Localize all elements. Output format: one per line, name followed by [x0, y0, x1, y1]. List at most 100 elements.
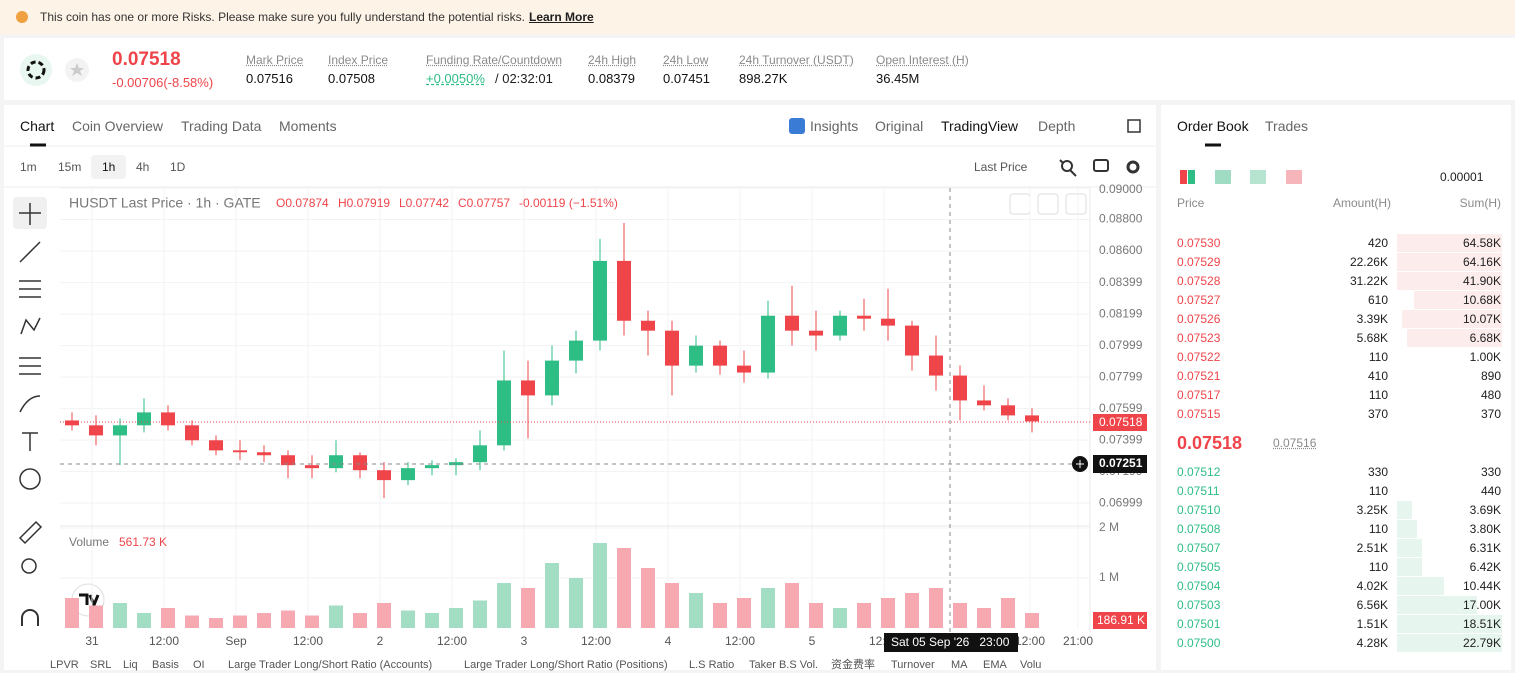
book-price: 0.07517	[1177, 387, 1220, 403]
y-tick-label: 0.07999	[1099, 338, 1143, 352]
indicator-tab[interactable]: Volu	[1020, 657, 1041, 673]
chart-tab[interactable]: Chart	[20, 118, 54, 134]
interval[interactable]: 15m	[58, 159, 81, 175]
indicator-tab[interactable]: Large Trader Long/Short Ratio (Accounts)	[228, 657, 432, 673]
depth-bar	[1397, 520, 1417, 538]
indicator-tab[interactable]: LPVR	[50, 657, 79, 673]
chart-button[interactable]	[1066, 194, 1086, 214]
camera-icon[interactable]	[1094, 160, 1108, 171]
last-price: 0.07518	[112, 52, 181, 68]
volume-bar	[1001, 598, 1015, 628]
book-amount: 110	[1369, 483, 1388, 499]
volume-bar	[977, 608, 991, 628]
chart-button[interactable]	[1038, 194, 1058, 214]
precision[interactable]: 0.00001	[1440, 169, 1483, 185]
book-view-icon[interactable]	[1188, 170, 1195, 184]
last-volume-label: 186.91 K	[1097, 613, 1145, 627]
emoji-tool[interactable]	[20, 469, 40, 489]
magnet-tool[interactable]	[22, 610, 38, 626]
candle-body	[761, 316, 775, 373]
pattern-tool[interactable]	[21, 318, 40, 334]
search-icon[interactable]	[1062, 161, 1072, 171]
book-view-icon[interactable]	[1286, 170, 1302, 184]
candle-body	[905, 326, 919, 356]
y-tick-label: 0.08399	[1099, 275, 1143, 289]
view-tab[interactable]: Original	[875, 118, 923, 134]
candle-body	[737, 366, 751, 373]
book-sum: 3.80K	[1470, 521, 1501, 537]
chart-tab[interactable]: Coin Overview	[72, 118, 163, 134]
chart-tab[interactable]: Trading Data	[181, 118, 261, 134]
insights-icon	[789, 118, 805, 134]
interval[interactable]: 1h	[102, 159, 115, 175]
ruler-tool[interactable]	[20, 522, 41, 543]
book-price: 0.07511	[1177, 483, 1220, 499]
candle-body	[65, 420, 79, 425]
candle-body	[689, 346, 703, 366]
candle-body	[833, 316, 847, 336]
indicator-tab[interactable]: MA	[951, 657, 968, 673]
projection-tool[interactable]	[19, 358, 41, 374]
book-price: 0.07503	[1177, 597, 1220, 613]
indicator-tab[interactable]: OI	[193, 657, 205, 673]
book-price: 0.07523	[1177, 330, 1220, 346]
price-type[interactable]: Last Price	[974, 159, 1027, 175]
settings-icon[interactable]	[1128, 162, 1138, 172]
indicator-tab[interactable]: SRL	[90, 657, 111, 673]
text-tool[interactable]	[22, 433, 38, 451]
book-price: 0.07526	[1177, 311, 1220, 327]
book-amount: 410	[1368, 368, 1388, 384]
volume-bar	[857, 603, 871, 628]
chart-tab[interactable]: Moments	[279, 118, 337, 134]
indicator-tab[interactable]: L.S Ratio	[689, 657, 734, 673]
interval[interactable]: 1D	[170, 159, 185, 175]
interval[interactable]: 4h	[136, 159, 149, 175]
indicator-tab[interactable]: Taker B.S Vol.	[749, 657, 818, 673]
zoom-tool[interactable]	[22, 559, 36, 573]
view-tab[interactable]: Insights	[810, 118, 858, 134]
indicator-tab[interactable]: Liq	[123, 657, 138, 673]
view-tab[interactable]: TradingView	[941, 118, 1018, 134]
candle-body	[881, 319, 895, 326]
candle-body	[209, 440, 223, 450]
volume-bar	[737, 598, 751, 628]
book-header: Price	[1177, 195, 1204, 211]
indicator-tab[interactable]: Large Trader Long/Short Ratio (Positions…	[464, 657, 668, 673]
book-amount: 610	[1368, 292, 1388, 308]
stat-label: Funding Rate/Countdown	[426, 52, 562, 68]
indicator-tab[interactable]: EMA	[983, 657, 1007, 673]
interval[interactable]: 1m	[20, 159, 37, 175]
indicator-tab[interactable]: 资金费率	[831, 657, 875, 673]
book-view-icon[interactable]	[1215, 170, 1231, 184]
volume-bar	[449, 608, 463, 628]
banner-link[interactable]: Learn More	[529, 9, 594, 25]
book-tab[interactable]: Trades	[1265, 118, 1308, 134]
chart-button[interactable]	[1010, 194, 1030, 214]
stat-value: 0.07451	[663, 71, 710, 87]
volume-bar	[545, 563, 559, 628]
volume-bar	[665, 583, 679, 628]
book-price: 0.07501	[1177, 616, 1220, 632]
x-tick-label: 3	[521, 634, 528, 648]
view-tab[interactable]: Depth	[1038, 118, 1075, 134]
candle-body	[89, 425, 103, 435]
indicator-tab[interactable]: Turnover	[891, 657, 935, 673]
line-tool[interactable]	[20, 242, 40, 262]
volume-legend: Volume	[69, 535, 109, 549]
book-view-icon[interactable]	[1180, 170, 1187, 184]
brush-tool[interactable]	[20, 396, 40, 412]
book-amount: 1.51K	[1357, 616, 1388, 632]
fib-tool[interactable]	[19, 281, 41, 297]
volume-bar	[593, 543, 607, 628]
volume-bar	[401, 611, 415, 629]
book-view-icon[interactable]	[1250, 170, 1266, 184]
book-tab[interactable]: Order Book	[1177, 118, 1249, 134]
indicator-tab[interactable]: Basis	[152, 657, 179, 673]
x-tick-label: 12:00	[293, 634, 323, 648]
ohlc-legend: -0.00119 (−1.51%)	[519, 196, 618, 210]
y-tick-label: 0.08800	[1099, 212, 1143, 226]
depth-bar	[1397, 558, 1422, 576]
book-amount: 5.68K	[1357, 330, 1388, 346]
fullscreen-icon[interactable]	[1128, 120, 1140, 132]
volume-bar	[713, 603, 727, 628]
